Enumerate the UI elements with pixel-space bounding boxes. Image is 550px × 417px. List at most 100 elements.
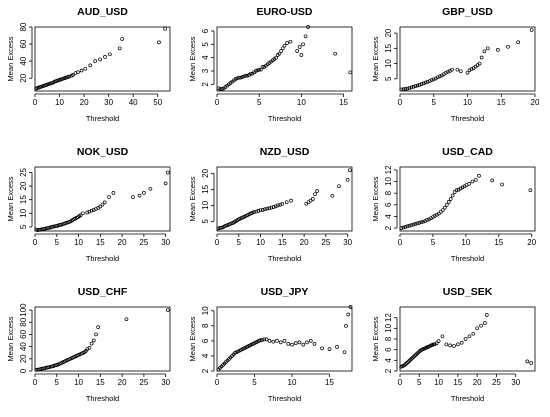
y-tick-label: 8 (384, 336, 393, 341)
data-point (496, 48, 500, 52)
data-point (529, 361, 533, 365)
plot-frame (399, 166, 536, 232)
data-point (436, 339, 441, 343)
data-point (242, 74, 246, 79)
data-point (280, 46, 285, 51)
data-point (87, 345, 92, 350)
x-tick-label: 5 (237, 238, 242, 247)
data-point (425, 80, 430, 84)
data-point (417, 221, 421, 225)
data-point (163, 26, 167, 31)
x-tick-label: 0 (215, 378, 220, 387)
y-tick-label: 15 (201, 184, 210, 193)
data-point (345, 177, 350, 182)
data-point (306, 25, 310, 29)
y-tick-label: 20 (384, 28, 393, 37)
data-point (282, 339, 287, 343)
y-axis-title: Mean Excess (188, 176, 197, 221)
data-point (93, 59, 97, 63)
y-tick-label: 60 (19, 329, 28, 338)
data-point (310, 197, 315, 201)
data-point (482, 49, 487, 54)
data-point (401, 87, 406, 92)
data-point (440, 334, 445, 339)
data-point (293, 341, 298, 345)
data-point (256, 208, 261, 213)
y-tick-label: 4 (384, 214, 393, 219)
x-axis-title: Threshold (451, 254, 484, 263)
data-point (297, 45, 302, 49)
data-point (411, 84, 416, 89)
data-point (431, 77, 436, 82)
y-tick-label: 10 (19, 208, 28, 217)
data-point (252, 210, 256, 214)
data-point (348, 70, 353, 75)
x-tick-label: 50 (153, 98, 162, 107)
y-tick-label: 4 (384, 358, 393, 363)
data-point (103, 55, 107, 59)
y-tick-label: 2 (201, 82, 210, 87)
y-tick-label: 4 (201, 55, 210, 60)
y-tick-label: 100 (19, 303, 28, 317)
data-point (96, 325, 101, 329)
panel-usd-cad: USD_CAD 0 5 10 15 20 2 4 6 8 10 12 Threshold Mean Exc… (371, 146, 537, 263)
chart-title: NZD_USD (260, 146, 310, 158)
y-axis-title: Mean Excess (6, 316, 15, 361)
data-point (427, 79, 432, 83)
x-tick-label: 20 (531, 98, 540, 107)
data-point (274, 55, 278, 60)
data-point (465, 70, 470, 75)
data-point (282, 43, 287, 48)
y-tick-label: 15 (19, 195, 28, 204)
x-tick-label: 10 (288, 378, 297, 387)
data-point (525, 359, 530, 364)
y-tick-label: 8 (384, 190, 393, 195)
data-point (240, 75, 245, 79)
data-point (437, 74, 442, 79)
data-point (440, 208, 445, 212)
y-tick-label: 2 (384, 368, 393, 373)
data-point (258, 338, 263, 342)
x-tick-label: 10 (74, 378, 83, 387)
data-point (94, 332, 98, 337)
data-point (452, 344, 456, 348)
x-tick-label: 0 (398, 238, 403, 247)
data-point (470, 179, 475, 184)
data-point (479, 55, 484, 60)
y-tick-label: 6 (201, 338, 210, 343)
x-tick-label: 5 (432, 98, 437, 107)
y-tick-label: 40 (19, 56, 28, 65)
y-tick-label: 20 (201, 168, 210, 177)
data-point (419, 82, 424, 86)
data-point (419, 220, 423, 225)
y-axis-title: Mean Excess (188, 36, 197, 81)
data-point (444, 202, 449, 207)
data-point (257, 67, 262, 72)
data-point (267, 206, 272, 211)
data-point (262, 337, 267, 342)
x-tick-label: 5 (417, 378, 422, 387)
y-tick-label: 40 (19, 342, 28, 351)
data-point (131, 195, 135, 199)
chart-title: USD_CHF (78, 286, 128, 298)
data-point (260, 208, 265, 212)
x-tick-label: 25 (139, 238, 148, 247)
data-point (442, 205, 447, 210)
y-tick-label: 6 (384, 202, 393, 207)
data-point (297, 340, 302, 345)
data-point (108, 52, 112, 57)
data-point (286, 342, 291, 346)
panel-euro-usd: EURO-USD 0 5 10 15 2 3 4 5 6 Threshold Mean Excess (188, 6, 353, 123)
plot-frame (216, 26, 353, 92)
data-point (220, 87, 224, 91)
y-tick-label: 10 (384, 59, 393, 68)
x-tick-label: 20 (527, 238, 536, 247)
data-point (218, 87, 223, 91)
panel-aud-usd: AUD_USD 0 10 20 30 40 50 20 40 60 80 Threshold Mean … (6, 6, 171, 123)
x-axis-title: Threshold (86, 394, 119, 403)
data-point (448, 197, 453, 201)
x-tick-label: 25 (321, 238, 330, 247)
data-point (79, 68, 84, 73)
data-point (342, 350, 347, 355)
data-point (337, 184, 341, 189)
